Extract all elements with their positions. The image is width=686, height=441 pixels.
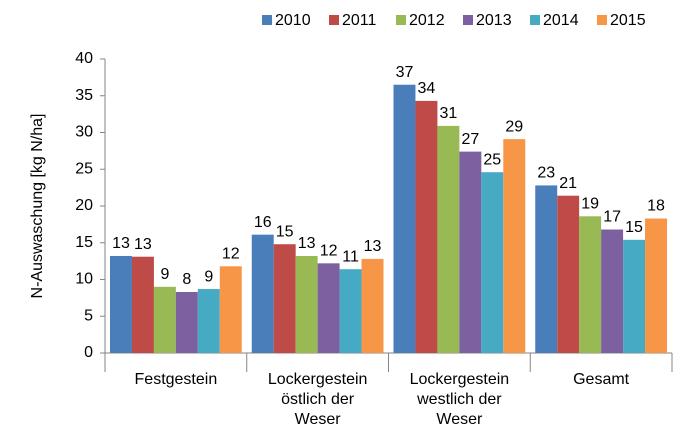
value-label: 9 [160,266,169,283]
value-label: 12 [222,245,240,262]
bar [557,195,580,353]
bar [273,244,296,353]
bar [317,263,340,353]
value-label: 8 [182,271,191,288]
value-label: 37 [396,64,414,81]
value-label: 12 [320,243,338,260]
y-tick-label: 5 [84,307,93,324]
bar [623,239,646,353]
legend-label: 2010 [275,12,311,29]
bar [295,255,318,353]
legend-swatch [262,15,272,25]
y-tick-label: 20 [75,197,93,214]
value-label: 13 [364,238,382,255]
bar [601,229,624,353]
y-tick-label: 30 [75,124,93,141]
bar [481,172,504,353]
legend-swatch [463,15,473,25]
legend-swatch [396,15,406,25]
value-label: 31 [439,105,457,122]
bar [110,255,132,353]
y-tick-label: 25 [75,160,93,177]
bar [503,139,526,353]
bar [361,258,384,353]
y-tick-label: 15 [75,234,93,251]
bar [175,291,198,353]
legend-swatch [530,15,540,25]
legend-label: 2013 [476,12,512,29]
value-label: 15 [625,219,643,236]
bar [251,234,274,353]
value-label: 18 [647,198,665,215]
bar [219,266,242,353]
value-label: 11 [342,248,359,265]
legend-swatch [597,15,607,25]
value-label: 13 [112,235,130,252]
bar [535,185,558,353]
legend-label: 2015 [610,12,646,29]
x-tick-label: Festgestein [134,371,218,388]
x-tick-label: Lockergestein westlich der Weser [409,371,510,428]
bar [131,256,154,353]
y-tick-label: 35 [75,87,93,104]
legend-label: 2014 [543,12,579,29]
y-tick-label: 40 [75,50,93,67]
value-label: 13 [298,235,316,252]
value-label: 21 [559,175,577,192]
legend-swatch [329,15,339,25]
value-label: 17 [603,209,621,226]
legend-label: 2011 [342,12,377,29]
bar [339,269,362,353]
bar [415,100,438,354]
value-label: 27 [461,131,479,148]
bar [579,216,602,353]
x-tick-label: Gesamt [573,371,630,388]
bar [437,125,460,353]
value-label: 15 [276,223,294,240]
value-label: 23 [537,165,555,182]
bar [153,286,176,353]
value-label: 19 [581,196,599,213]
value-label: 16 [254,214,272,231]
bar [393,84,416,353]
bar [459,151,482,353]
value-label: 25 [483,151,501,168]
value-label: 9 [204,268,213,285]
y-tick-label: 10 [75,271,93,288]
x-tick-label: Lockergestein östlich der Weser [267,371,368,428]
legend-label: 2012 [409,12,445,29]
value-label: 13 [134,236,152,253]
value-label: 29 [505,118,523,135]
bar [197,289,220,353]
y-tick-label: 0 [84,344,93,361]
value-label: 34 [418,80,436,97]
bar [645,218,667,353]
y-axis-label: N-Auswaschung [kg N/ha] [29,114,46,299]
